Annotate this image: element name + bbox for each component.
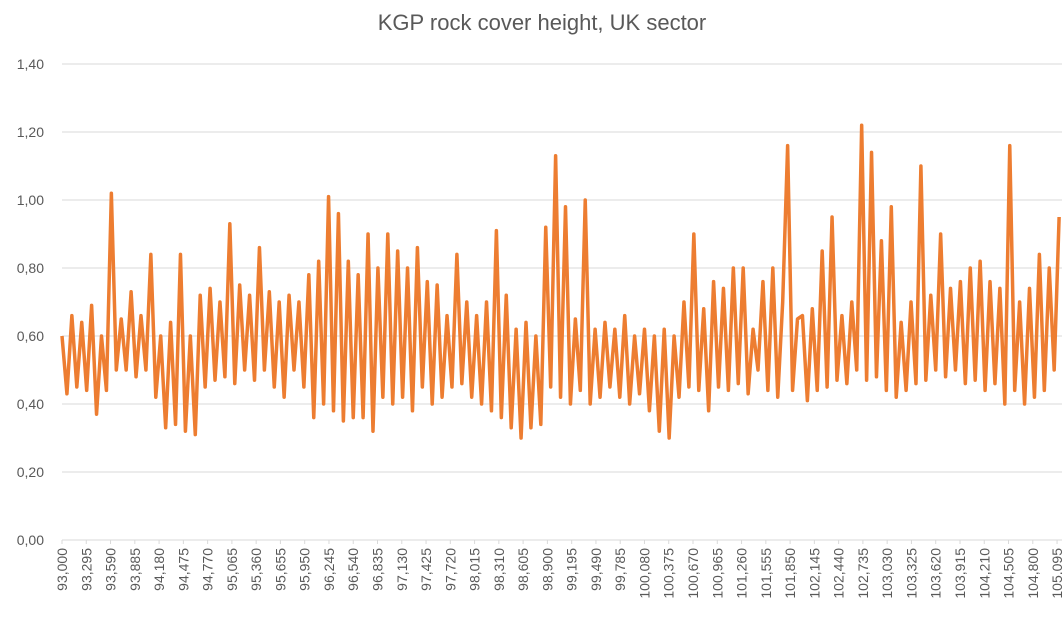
y-tick-label: 0,80 — [17, 260, 44, 276]
x-tick-label: 97,425 — [418, 548, 434, 591]
x-tick-label: 103,620 — [928, 548, 944, 599]
x-tick-label: 105,095 — [1049, 548, 1062, 599]
x-tick-label: 100,965 — [709, 548, 725, 599]
x-tick-label: 101,555 — [758, 548, 774, 599]
x-tick-label: 101,260 — [734, 548, 750, 599]
x-tick-label: 102,145 — [806, 548, 822, 599]
x-tick-label: 98,310 — [491, 548, 507, 591]
x-tick-label: 99,195 — [564, 548, 580, 591]
x-tick-label: 101,850 — [782, 548, 798, 599]
y-tick-label: 1,40 — [17, 56, 44, 72]
x-tick-label: 98,605 — [515, 548, 531, 591]
chart-title: KGP rock cover height, UK sector — [378, 10, 707, 35]
y-tick-label: 1,20 — [17, 124, 44, 140]
x-tick-label: 97,720 — [442, 548, 458, 591]
y-tick-label: 1,00 — [17, 192, 44, 208]
x-tick-label: 93,885 — [127, 548, 143, 591]
x-tick-label: 94,475 — [175, 548, 191, 591]
x-tick-label: 93,590 — [103, 548, 119, 591]
line-series — [60, 123, 1061, 440]
x-tick-label: 93,000 — [54, 548, 70, 591]
x-tick-label: 100,375 — [661, 548, 677, 599]
x-tick-label: 102,735 — [855, 548, 871, 599]
x-tick-label: 96,245 — [321, 548, 337, 591]
x-tick-label: 95,655 — [272, 548, 288, 591]
x-tick-label: 94,180 — [151, 548, 167, 591]
y-tick-label: 0,60 — [17, 328, 44, 344]
x-tick-label: 96,835 — [370, 548, 386, 591]
x-tick-label: 98,015 — [467, 548, 483, 591]
x-tick-label: 95,065 — [224, 548, 240, 591]
x-tick-label: 97,130 — [394, 548, 410, 591]
x-tick-label: 102,440 — [831, 548, 847, 599]
x-tick-label: 104,210 — [976, 548, 992, 599]
x-tick-label: 103,915 — [952, 548, 968, 599]
x-tick-label: 103,030 — [879, 548, 895, 599]
y-tick-label: 0,00 — [17, 532, 44, 548]
x-tick-label: 95,950 — [297, 548, 313, 591]
x-tick-label: 103,325 — [903, 548, 919, 599]
x-tick-label: 99,490 — [588, 548, 604, 591]
x-tick-label: 93,295 — [78, 548, 94, 591]
x-tick-label: 100,670 — [685, 548, 701, 599]
x-tick-label: 96,540 — [345, 548, 361, 591]
x-tick-label: 95,360 — [248, 548, 264, 591]
y-tick-label: 0,40 — [17, 396, 44, 412]
y-tick-label: 0,20 — [17, 464, 44, 480]
x-tick-label: 94,770 — [200, 548, 216, 591]
x-tick-label: 98,900 — [539, 548, 555, 591]
x-tick-label: 104,505 — [1001, 548, 1017, 599]
x-tick-label: 100,080 — [636, 548, 652, 599]
x-tick-label: 99,785 — [612, 548, 628, 591]
x-tick-label: 104,800 — [1025, 548, 1041, 599]
